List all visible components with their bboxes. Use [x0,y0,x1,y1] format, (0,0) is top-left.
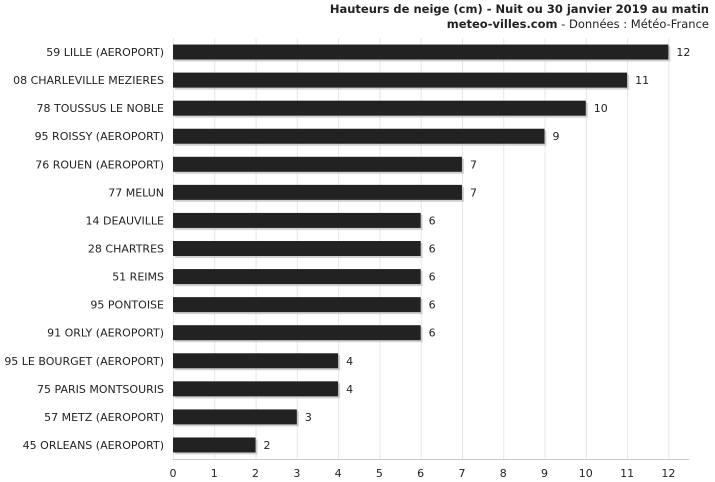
x-tick-label: 1 [211,467,218,480]
category-label: 59 LILLE (AEROPORT) [46,46,164,59]
x-tick-label: 5 [376,467,383,480]
bar [173,297,421,313]
bar [173,381,339,397]
category-label: 45 ORLEANS (AEROPORT) [23,439,164,452]
bar [173,241,421,256]
category-label: 57 METZ (AEROPORT) [44,411,164,424]
bar [173,128,545,144]
category-label: 14 DEAUVILLE [86,214,165,227]
data-label: 4 [346,355,353,368]
x-tick-label: 3 [293,467,300,480]
bar [173,184,462,200]
data-label: 2 [264,439,271,452]
chart-title: Hauteurs de neige (cm) - Nuit ou 30 janv… [329,2,709,16]
category-label: 95 PONTOISE [90,299,164,312]
data-label: 6 [429,299,436,312]
category-label: 76 ROUEN (AEROPORT) [35,158,164,171]
data-label: 7 [470,186,477,199]
category-label: 91 ORLY (AEROPORT) [47,327,164,340]
data-label: 11 [635,74,649,87]
site-name: meteo-villes.com [446,17,558,31]
data-label: 12 [676,46,690,59]
x-tick-label: 9 [541,467,548,480]
chart-header: Hauteurs de neige (cm) - Nuit ou 30 janv… [330,2,709,32]
x-tick-label: 0 [170,467,177,480]
data-label: 6 [429,271,436,284]
category-label: 78 TOUSSUS LE NOBLE [36,102,164,115]
category-label: 95 LE BOURGET (AEROPORT) [4,355,164,368]
category-label: 28 CHARTRES [88,243,164,256]
x-tick-label: 7 [458,467,465,480]
x-tick-label: 6 [417,467,424,480]
data-label: 3 [305,411,312,424]
bar [173,409,297,425]
bar [173,437,256,453]
bar [173,44,669,60]
bar [173,212,421,228]
chart-subtitle: meteo-villes.com - Données : Météo-Franc… [330,17,709,32]
x-tick-label: 2 [252,467,259,480]
category-label: 77 MELUN [108,186,164,199]
x-tick-label: 11 [620,467,634,480]
bar [173,325,421,341]
data-source: - Données : Météo-France [557,17,709,31]
bar [173,353,339,369]
data-label: 6 [429,243,436,256]
category-label: 95 ROISSY (AEROPORT) [35,130,164,143]
category-label: 51 REIMS [112,271,164,284]
bar [173,156,462,172]
data-label: 7 [470,158,477,171]
category-label: 08 CHARLEVILLE MEZIERES [13,74,164,87]
bar [173,100,586,116]
data-label: 6 [429,214,436,227]
bar [173,72,628,88]
x-tick-label: 12 [661,467,675,480]
x-tick-label: 4 [335,467,342,480]
x-tick-label: 10 [579,467,593,480]
x-tick-label: 8 [500,467,507,480]
category-label: 75 PARIS MONTSOURIS [37,383,164,396]
bar [173,269,421,285]
data-label: 4 [346,383,353,396]
data-label: 9 [553,130,560,143]
data-label: 6 [429,327,436,340]
data-label: 10 [594,102,608,115]
